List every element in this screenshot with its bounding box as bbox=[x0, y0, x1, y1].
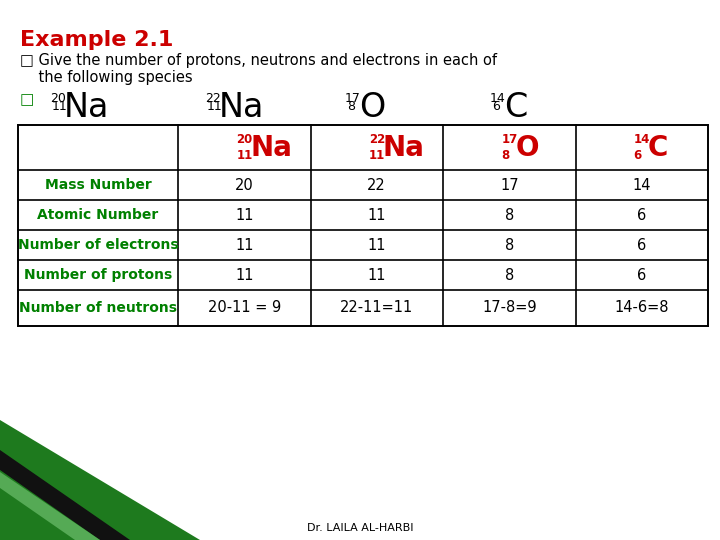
Text: 20: 20 bbox=[235, 178, 253, 192]
Text: 22-11=11: 22-11=11 bbox=[340, 300, 413, 315]
Text: □: □ bbox=[20, 92, 35, 107]
Text: the following species: the following species bbox=[20, 70, 193, 85]
Text: 11: 11 bbox=[369, 149, 385, 162]
Text: 22: 22 bbox=[205, 92, 221, 105]
Text: 6: 6 bbox=[637, 207, 647, 222]
Text: 6: 6 bbox=[637, 267, 647, 282]
Text: 11: 11 bbox=[236, 149, 253, 162]
Text: 14: 14 bbox=[632, 178, 651, 192]
Text: 17: 17 bbox=[500, 178, 518, 192]
Text: Number of neutrons: Number of neutrons bbox=[19, 301, 177, 315]
Text: 6: 6 bbox=[637, 238, 647, 253]
Text: 17: 17 bbox=[501, 133, 518, 146]
Text: 6: 6 bbox=[492, 100, 500, 113]
Text: 11: 11 bbox=[367, 238, 386, 253]
Text: Na: Na bbox=[219, 91, 264, 124]
Polygon shape bbox=[0, 420, 200, 540]
Text: 11: 11 bbox=[235, 267, 253, 282]
Text: 20: 20 bbox=[236, 133, 253, 146]
Text: 22: 22 bbox=[369, 133, 385, 146]
Text: O: O bbox=[359, 91, 385, 124]
Text: 14: 14 bbox=[490, 92, 505, 105]
Polygon shape bbox=[0, 472, 100, 540]
Text: Na: Na bbox=[251, 133, 292, 161]
Text: Dr. LAILA AL-HARBI: Dr. LAILA AL-HARBI bbox=[307, 523, 413, 533]
Polygon shape bbox=[0, 450, 130, 540]
Text: 11: 11 bbox=[367, 267, 386, 282]
Bar bbox=[18, 125, 708, 326]
Text: 22: 22 bbox=[367, 178, 386, 192]
Text: 14-6=8: 14-6=8 bbox=[614, 300, 669, 315]
Text: □ Give the number of protons, neutrons and electrons in each of: □ Give the number of protons, neutrons a… bbox=[20, 53, 497, 68]
Text: 8: 8 bbox=[505, 207, 514, 222]
Text: 14: 14 bbox=[634, 133, 650, 146]
Text: 20: 20 bbox=[50, 92, 66, 105]
Text: 8: 8 bbox=[505, 238, 514, 253]
Text: Number of electrons: Number of electrons bbox=[18, 238, 179, 252]
Text: C: C bbox=[504, 91, 527, 124]
Text: 17-8=9: 17-8=9 bbox=[482, 300, 536, 315]
Text: Mass Number: Mass Number bbox=[45, 178, 151, 192]
Text: 11: 11 bbox=[52, 100, 68, 113]
Text: 11: 11 bbox=[367, 207, 386, 222]
Text: 8: 8 bbox=[501, 149, 510, 162]
Text: Example 2.1: Example 2.1 bbox=[20, 30, 174, 50]
Text: 11: 11 bbox=[235, 238, 253, 253]
Text: 8: 8 bbox=[505, 267, 514, 282]
Text: Na: Na bbox=[383, 133, 425, 161]
Text: Atomic Number: Atomic Number bbox=[37, 208, 158, 222]
Text: 8: 8 bbox=[347, 100, 355, 113]
Text: C: C bbox=[648, 133, 668, 161]
Text: O: O bbox=[516, 133, 539, 161]
Text: Number of protons: Number of protons bbox=[24, 268, 172, 282]
Text: 17: 17 bbox=[345, 92, 361, 105]
Text: 11: 11 bbox=[207, 100, 222, 113]
Text: 6: 6 bbox=[634, 149, 642, 162]
Text: 11: 11 bbox=[235, 207, 253, 222]
Text: 20-11 = 9: 20-11 = 9 bbox=[207, 300, 281, 315]
Text: Na: Na bbox=[64, 91, 109, 124]
